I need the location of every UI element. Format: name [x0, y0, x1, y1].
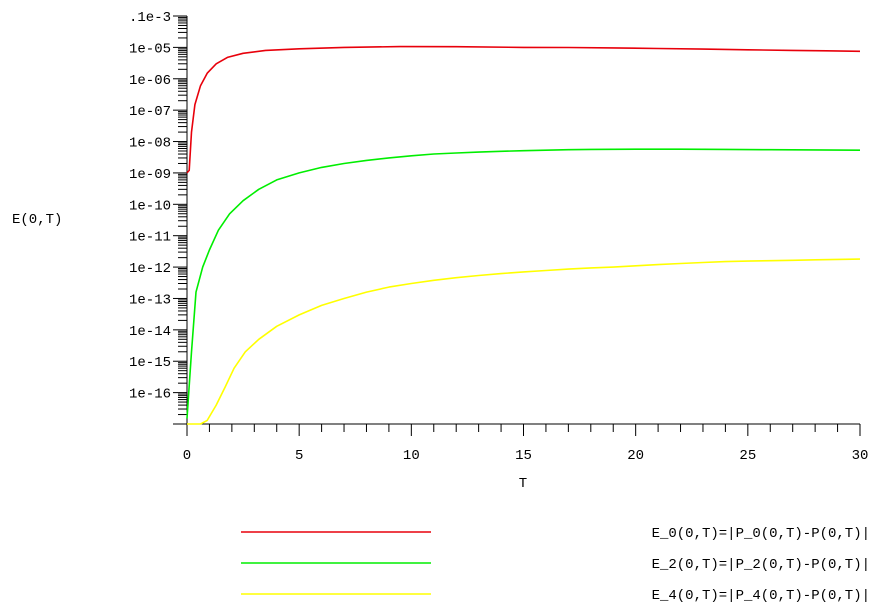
y-tick-label: .1e-3: [129, 10, 171, 26]
x-tick-label: 10: [403, 448, 420, 464]
y-tick-label: 1e-09: [129, 167, 171, 183]
y-tick-label: 1e-15: [129, 355, 171, 371]
y-tick-label: 1e-08: [129, 136, 171, 152]
plot-series: [186, 45, 861, 425]
x-tick-label: 25: [739, 448, 756, 464]
x-axis: 0 5 10 15 20 25 30: [183, 423, 869, 464]
y-tick-label: 1e-12: [129, 261, 171, 277]
series-line-1: [186, 148, 861, 419]
legend-label-0: E_0(0,T)=|P_0(0,T)-P(0,T)|: [652, 526, 870, 542]
x-tick-label: 5: [295, 448, 303, 464]
x-tick-label: 20: [627, 448, 644, 464]
y-axis: .1e-3 1e-05 1e-06 1e-07 1e-08 1e-09 1e-10 1e-11…: [129, 10, 188, 425]
y-tick-label: 1e-16: [129, 387, 171, 403]
x-axis-label: T: [519, 476, 527, 492]
legend-label-1: E_2(0,T)=|P_2(0,T)-P(0,T)|: [652, 557, 870, 573]
series-line-2: [187, 258, 861, 425]
y-tick-label: 1e-14: [129, 324, 171, 340]
x-tick-label: 30: [852, 448, 869, 464]
y-tick-label: 1e-05: [129, 41, 171, 57]
y-tick-label: 1e-13: [129, 292, 171, 308]
y-tick-label: 1e-11: [129, 230, 171, 246]
y-axis-label: E(0,T): [12, 212, 62, 228]
legend-label-2: E_4(0,T)=|P_4(0,T)-P(0,T)|: [652, 588, 870, 604]
x-tick-label: 15: [515, 448, 532, 464]
legend: E_0(0,T)=|P_0(0,T)-P(0,T)| E_2(0,T)=|P_2(…: [241, 526, 870, 604]
series-line-0: [186, 45, 861, 174]
y-tick-label: 1e-10: [129, 198, 171, 214]
x-tick-label: 0: [183, 448, 191, 464]
y-tick-label: 1e-06: [129, 73, 171, 89]
y-tick-label: 1e-07: [129, 104, 171, 120]
